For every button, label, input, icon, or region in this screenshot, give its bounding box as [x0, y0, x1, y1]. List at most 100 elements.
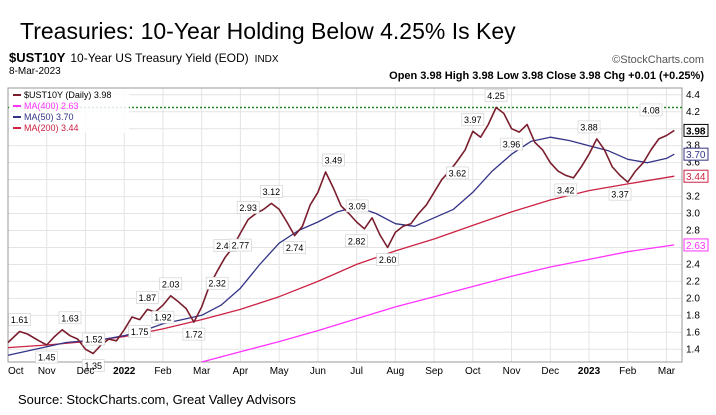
data-label-text: 1.72	[185, 330, 203, 340]
series-line-3	[201, 244, 675, 363]
data-label-text: 1.52	[85, 335, 103, 345]
data-label: 2.03	[159, 277, 182, 291]
data-label: 2.82	[345, 234, 368, 248]
data-label-box	[81, 359, 105, 372]
data-label-text: 3.37	[611, 190, 629, 200]
data-label-box	[577, 120, 601, 134]
last-value-text: 3.44	[686, 172, 706, 183]
legend-entry: MA(400) 2.63	[24, 101, 79, 111]
last-value-text: 2.63	[686, 241, 706, 252]
y-tick-label: 2.0	[686, 293, 700, 304]
series-line-0	[7, 106, 675, 355]
data-label-box	[205, 276, 229, 290]
x-tick-label: Aug	[386, 366, 404, 377]
x-tick-label: Oct	[465, 366, 481, 377]
x-tick-label: 2022	[113, 366, 136, 377]
data-label: 1.72	[182, 327, 206, 341]
data-label-box	[608, 187, 632, 201]
data-label-box	[182, 327, 206, 341]
data-label-box	[159, 277, 182, 291]
x-tick-label: Mar	[658, 366, 676, 377]
data-label-text: 2.48	[216, 241, 234, 251]
data-label-text: 1.75	[131, 327, 149, 337]
data-label-box	[554, 183, 578, 197]
last-value-tag: 2.63	[683, 238, 709, 252]
data-label-text: 1.35	[84, 361, 102, 371]
last-value-box	[683, 238, 709, 252]
data-label-text: 1.45	[38, 353, 56, 363]
y-tick-label: 1.6	[686, 327, 700, 338]
source-note: Source: StockCharts.com, Great Valley Ad…	[18, 392, 296, 407]
y-tick-label: 4.4	[686, 90, 700, 101]
data-label-text: 3.12	[263, 187, 281, 197]
data-label: 2.60	[376, 253, 399, 266]
data-label-box	[345, 234, 368, 248]
x-tick-label: Dec	[541, 366, 559, 377]
data-label-box	[322, 153, 345, 167]
data-label: 3.49	[322, 153, 345, 167]
data-label: 1.35	[81, 359, 105, 372]
data-label: 2.32	[205, 276, 229, 290]
data-label-text: 2.03	[162, 279, 180, 289]
data-label-text: 3.62	[449, 168, 467, 178]
data-label-box	[136, 291, 159, 304]
data-label: 1.87	[136, 291, 159, 304]
data-label-box	[639, 103, 663, 117]
chart-ohlc: Open 3.98 High 3.98 Low 3.98 Close 3.98 …	[389, 70, 704, 82]
data-label-text: 1.61	[11, 315, 29, 325]
data-label: 1.75	[128, 325, 152, 338]
last-value-tag: 3.70	[683, 147, 709, 161]
data-label-box	[229, 238, 252, 252]
legend-entry: $UST10Y (Daily) 3.98	[24, 90, 111, 100]
x-tick-label: Oct	[8, 366, 24, 377]
x-tick-label: Feb	[154, 366, 172, 377]
x-tick-label: Feb	[619, 366, 637, 377]
data-label: 4.25	[484, 89, 508, 102]
chart-brand: ©StockCharts.com	[612, 54, 704, 66]
data-label-text: 2.60	[379, 255, 397, 265]
chart-description: 10-Year US Treasury Yield (EOD)	[70, 51, 248, 65]
last-value-tag: 3.98	[683, 123, 709, 137]
data-label-box	[82, 332, 106, 346]
headline: Treasuries: 10-Year Holding Below 4.25% …	[20, 18, 516, 44]
data-label: 3.09	[345, 199, 369, 213]
legend-box	[9, 89, 129, 133]
data-label-text: 1.87	[139, 293, 157, 303]
data-label-box	[8, 313, 31, 326]
last-value-box	[683, 123, 709, 137]
y-tick-label: 3.2	[686, 192, 700, 203]
data-label-box	[151, 310, 175, 324]
data-label: 3.97	[461, 112, 485, 126]
data-label-text: 3.49	[325, 155, 343, 165]
x-tick-label: 2023	[578, 366, 601, 377]
data-label-text: 3.42	[557, 185, 575, 195]
data-label-box	[283, 241, 306, 254]
data-label-text: 1.92	[154, 313, 172, 323]
last-value-box	[683, 147, 709, 161]
data-label-box	[236, 201, 260, 214]
data-label-text: 3.09	[348, 201, 366, 211]
data-label: 3.12	[260, 185, 283, 198]
data-label: 2.77	[229, 238, 252, 252]
data-label-box	[58, 311, 82, 325]
x-tick-label: Nov	[38, 366, 56, 377]
data-label: 2.74	[283, 241, 306, 254]
data-label-text: 4.25	[487, 91, 505, 101]
data-label-text: 3.97	[464, 115, 482, 125]
data-label: 1.63	[58, 311, 82, 325]
y-tick-label: 2.2	[686, 276, 700, 287]
legend-entry: MA(50) 3.70	[24, 112, 74, 122]
data-label-text: 2.82	[348, 236, 366, 246]
y-tick-label: 2.4	[686, 259, 700, 270]
data-label: 1.61	[8, 313, 31, 326]
data-label: 3.42	[554, 183, 578, 197]
data-label-text: 4.08	[642, 105, 660, 115]
x-tick-label: Jul	[350, 366, 363, 377]
x-tick-label: Jun	[310, 366, 326, 377]
series-line-1	[7, 136, 675, 356]
y-tick-label: 3.8	[686, 141, 700, 152]
data-label-box	[260, 185, 283, 198]
last-value-text: 3.70	[686, 150, 706, 161]
x-tick-label: Dec	[77, 366, 95, 377]
